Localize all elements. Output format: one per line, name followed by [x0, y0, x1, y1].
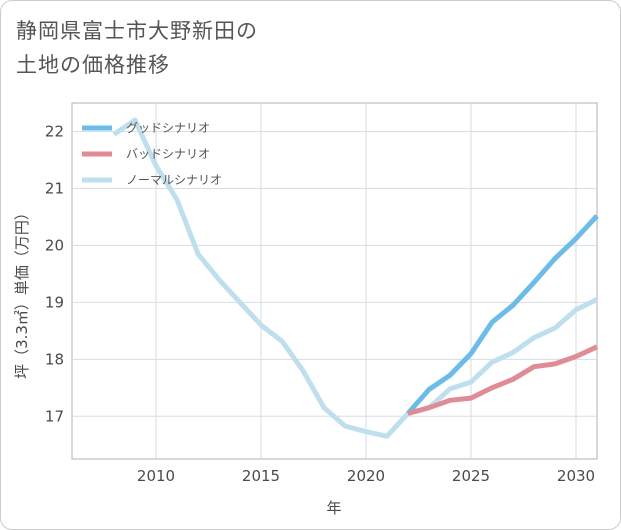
x-tick-label: 2030 [557, 467, 595, 485]
chart-title-line-2: 土地の価格推移 [16, 53, 170, 77]
x-tick-label: 2010 [137, 467, 175, 485]
x-tick-labels: 2010 2015 2020 2025 2030 [137, 467, 595, 485]
legend-label-0: グッドシナリオ [126, 121, 210, 135]
series-line-2 [112, 117, 599, 439]
y-tick-label: 19 [45, 293, 64, 311]
y-tick-label: 22 [45, 122, 64, 140]
x-tick-label: 2020 [347, 467, 385, 485]
y-tick-labels: 17 18 19 20 21 22 [45, 122, 64, 425]
plot-area [71, 102, 598, 460]
y-tick-label: 18 [45, 350, 64, 368]
x-tick-label: 2015 [242, 467, 280, 485]
legend-label-2: ノーマルシナリオ [126, 173, 222, 187]
series-line-0 [406, 214, 599, 416]
legend-label-1: バッドシナリオ [126, 147, 210, 161]
chart-title-line-1: 静岡県富士市大野新田の [16, 19, 258, 43]
chart-title: 静岡県富士市大野新田の 土地の価格推移 [16, 14, 258, 82]
y-tick-label: 17 [45, 407, 64, 425]
series-line-1 [407, 344, 599, 416]
y-axis-title: 坪（3.3㎡）単価（万円） [13, 205, 31, 379]
x-tick-label: 2025 [452, 467, 490, 485]
x-axis-title: 年 [326, 499, 341, 517]
y-tick-label: 21 [45, 179, 64, 197]
y-tick-label: 20 [45, 236, 64, 254]
series-lines [112, 117, 599, 439]
